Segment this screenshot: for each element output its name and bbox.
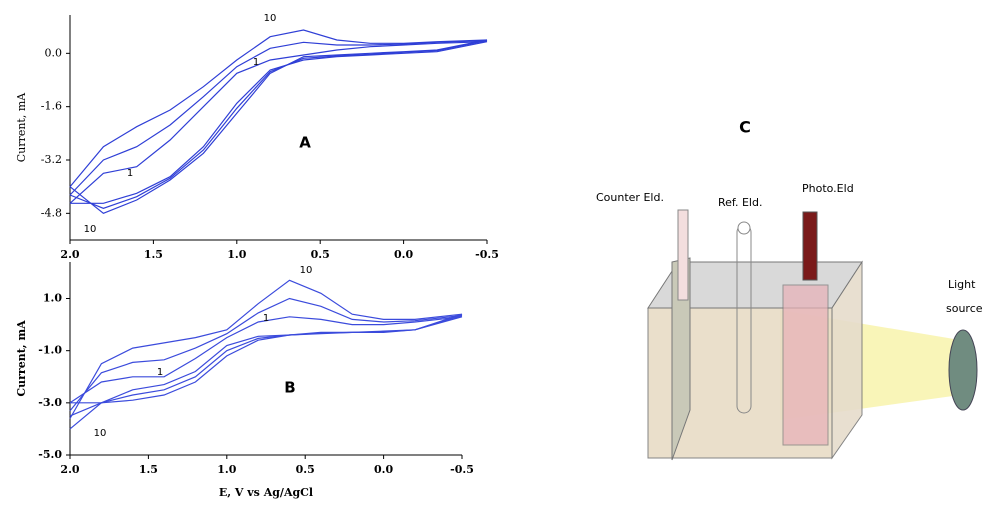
- panel-label: A: [299, 134, 311, 152]
- x-tick-label: 0.0: [394, 248, 413, 261]
- cv-curve: [69, 316, 463, 404]
- x-axis-label: E, V vs Ag/AgCl: [219, 486, 313, 499]
- photo-electrode: [782, 284, 829, 446]
- cv-curve: [69, 40, 488, 209]
- cycle-label: 1: [253, 57, 259, 68]
- y-tick-label: 0.0: [45, 46, 63, 59]
- cycle-label: 1: [127, 168, 133, 179]
- cv-curve: [69, 41, 488, 204]
- cv-curve: [69, 297, 463, 417]
- cell-diagram: C Counter Eld. Ref. Eld. Photo.Eld Light…: [596, 118, 983, 461]
- cycle-label: 1: [263, 313, 269, 324]
- y-tick-label: -5.0: [38, 448, 62, 461]
- x-tick-label: 1.0: [227, 248, 246, 261]
- x-tick-label: 0.0: [374, 463, 393, 476]
- cycle-label: 10: [84, 224, 97, 235]
- cycle-label: 10: [300, 265, 313, 276]
- x-tick-label: 1.0: [217, 463, 236, 476]
- y-axis-label: Current, mA: [15, 92, 28, 162]
- y-tick-label: 1.0: [43, 292, 62, 305]
- photo-electrode-film: [802, 211, 818, 281]
- x-tick-label: 1.5: [144, 248, 163, 261]
- panel-label: C: [739, 118, 751, 137]
- cycle-label: 10: [94, 428, 107, 439]
- x-tick-label: 2.0: [60, 463, 79, 476]
- x-tick-label: 1.5: [139, 463, 158, 476]
- cv-curve: [69, 279, 463, 430]
- y-tick-label: -1.6: [41, 100, 62, 113]
- cv-curve: [69, 29, 488, 214]
- x-tick-label: 2.0: [60, 248, 79, 261]
- counter-lead: [677, 209, 689, 301]
- label: Counter Eld.: [596, 191, 664, 204]
- panel-label: B: [284, 379, 295, 397]
- x-tick-label: 0.5: [311, 248, 330, 261]
- label: Light: [948, 278, 976, 291]
- y-tick-label: -1.0: [38, 344, 62, 357]
- x-tick-label: -0.5: [475, 248, 499, 261]
- label: source: [946, 302, 983, 315]
- y-tick-label: -3.2: [41, 153, 62, 166]
- cycle-label: 1: [157, 367, 163, 378]
- light-source: [948, 329, 978, 411]
- x-tick-label: -0.5: [450, 463, 474, 476]
- y-axis-label: Current, mA: [15, 320, 28, 397]
- y-tick-label: -4.8: [41, 206, 62, 219]
- y-tick-label: -3.0: [38, 396, 62, 409]
- label: Ref. Eld.: [718, 196, 762, 209]
- x-tick-label: 0.5: [296, 463, 315, 476]
- label: Photo.Eld: [802, 182, 854, 195]
- cycle-label: 10: [264, 13, 277, 24]
